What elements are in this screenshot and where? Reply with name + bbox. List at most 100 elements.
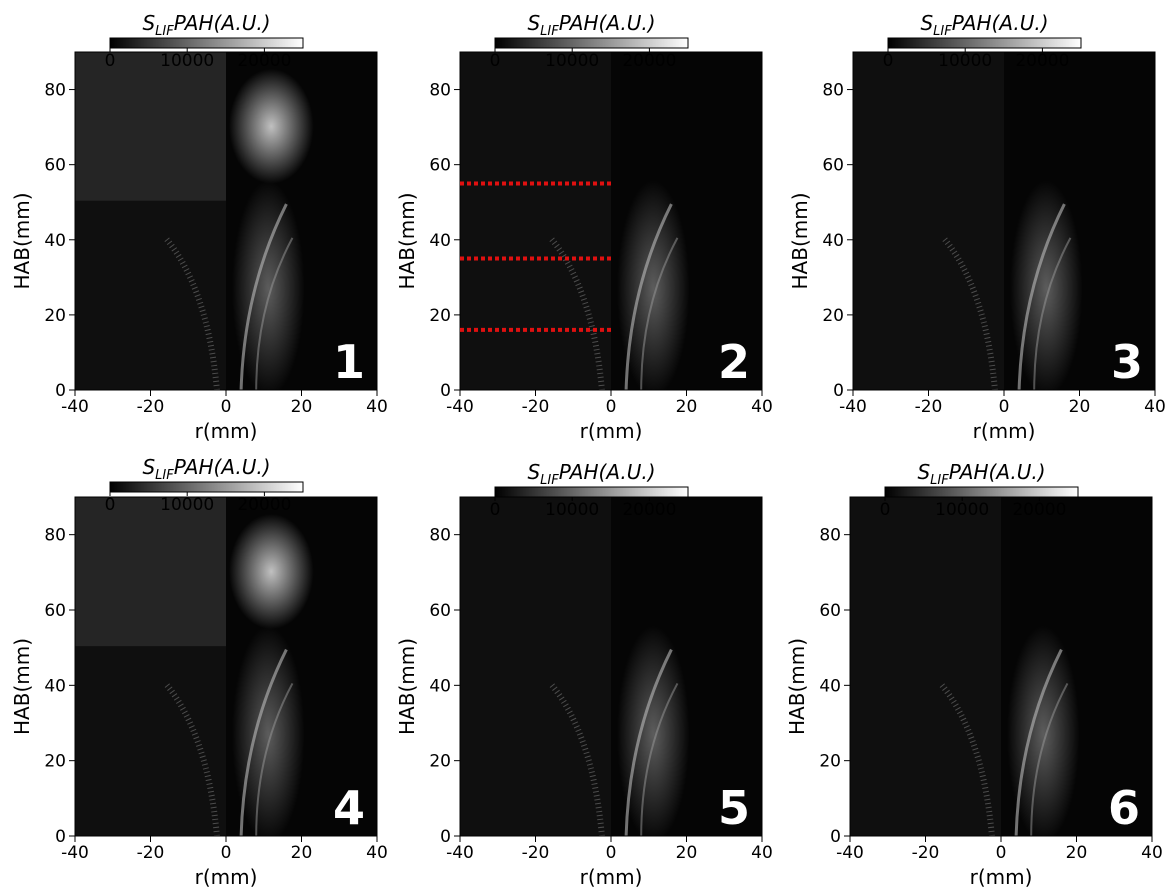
x-tick-label: -20: [522, 397, 550, 417]
upper-noise: [75, 52, 226, 201]
y-tick-label: 20: [44, 306, 66, 326]
x-axis-label: r(mm): [973, 419, 1036, 443]
y-tick-label: 0: [830, 827, 841, 847]
y-tick-label: 60: [429, 156, 451, 176]
colorbar-label-subscript: LIF: [540, 24, 559, 39]
colorbar-label-rest: PAH(A.U.): [559, 460, 656, 484]
x-tick-label: -20: [915, 397, 943, 417]
y-tick-label: 40: [429, 231, 451, 251]
y-axis-label: HAB(mm): [395, 638, 419, 735]
x-tick-label: 20: [1069, 397, 1091, 417]
colorbar-label-rest: PAH(A.U.): [174, 11, 271, 35]
x-axis-label: r(mm): [580, 865, 643, 889]
flame-sheet: [624, 203, 673, 391]
x-tick-label: 20: [291, 843, 313, 863]
y-tick-label: 0: [833, 381, 844, 401]
y-tick-label: 80: [819, 526, 841, 546]
y-tick-label: 0: [55, 827, 66, 847]
flame-glow: [232, 180, 305, 397]
flame-sheet: [1030, 682, 1069, 837]
x-tick-label: -40: [839, 397, 867, 417]
colorbar-label-symbol: S: [142, 11, 155, 35]
flame-sheet: [255, 682, 294, 837]
colorbar-label-subscript: LIF: [933, 24, 952, 39]
flame-glow: [617, 180, 690, 397]
flame-sheet: [1033, 237, 1072, 391]
colorbar: [884, 486, 1079, 498]
y-tick-label: 60: [819, 601, 841, 621]
flame-sheet: [624, 648, 673, 837]
image-left-noise: [853, 52, 1004, 390]
panel: -40 -20 0 20 40 0 20 40 60 80 r(mm) HAB(mm) 3 SLIFPAH…: [788, 11, 1166, 443]
colorbar: [887, 37, 1082, 49]
flame-sheet: [255, 237, 294, 391]
colorbar-tick-label: 20000: [237, 51, 291, 71]
colorbar-label-subscript: LIF: [930, 473, 949, 488]
y-tick-label: 20: [429, 752, 451, 772]
colorbar-label-rest: PAH(A.U.): [952, 11, 1049, 35]
x-tick-label: -20: [137, 397, 165, 417]
colorbar-label: SLIFPAH(A.U.): [527, 11, 655, 39]
flame-sheet: [1014, 648, 1063, 837]
panel-label: 4: [333, 781, 365, 835]
colorbar-label-subscript: LIF: [155, 24, 174, 39]
panel-label: 3: [1111, 335, 1143, 389]
panel: -40 -20 0 20 40 0 20 40 60 80 r(mm) HAB(mm) 1 SLIFPAH…: [10, 11, 388, 443]
upper-glow: [229, 68, 314, 184]
flame-sheet: [239, 648, 288, 837]
colorbar-label: SLIFPAH(A.U.): [917, 460, 1045, 488]
flame-sheet: [640, 682, 679, 837]
colorbar-label-symbol: S: [142, 455, 155, 479]
colorbar-tick-label: 20000: [1012, 500, 1066, 520]
x-axis-label: r(mm): [195, 419, 258, 443]
colorbar-label-subscript: LIF: [540, 473, 559, 488]
y-tick-label: 40: [819, 676, 841, 696]
panel: -40 -20 0 20 40 0 20 40 60 80 r(mm) HAB(mm) 6 SLIFPAH…: [785, 460, 1163, 889]
x-tick-label: 20: [676, 843, 698, 863]
y-tick-label: 0: [440, 381, 451, 401]
x-tick-label: 0: [221, 397, 232, 417]
y-tick-label: 60: [44, 156, 66, 176]
y-axis-label: HAB(mm): [395, 192, 419, 289]
y-axis-label: HAB(mm): [10, 192, 34, 289]
panel-label: 1: [333, 335, 365, 389]
colorbar-tick-label: 0: [883, 51, 894, 71]
x-axis-label: r(mm): [970, 865, 1033, 889]
x-tick-label: 40: [751, 843, 773, 863]
colorbar-tick-label: 10000: [938, 51, 992, 71]
x-tick-label: -20: [912, 843, 940, 863]
x-tick-label: 0: [606, 397, 617, 417]
colorbar-tick-label: 10000: [545, 500, 599, 520]
colorbar-label-rest: PAH(A.U.): [949, 460, 1046, 484]
y-tick-label: 20: [44, 752, 66, 772]
panel-label: 5: [718, 781, 750, 835]
x-tick-label: 20: [291, 397, 313, 417]
x-tick-label: -40: [61, 397, 89, 417]
y-tick-label: 20: [822, 306, 844, 326]
colorbar-tick-label: 20000: [1015, 51, 1069, 71]
x-tick-label: -40: [61, 843, 89, 863]
colorbar-tick-label: 10000: [545, 51, 599, 71]
flame-glow: [1007, 625, 1080, 843]
x-axis-label: r(mm): [195, 865, 258, 889]
x-tick-label: 40: [1144, 397, 1166, 417]
colorbar: [109, 481, 304, 493]
upper-noise: [75, 497, 226, 647]
y-axis-label: HAB(mm): [10, 638, 34, 735]
image-left-noise: [850, 497, 1001, 836]
y-tick-label: 60: [822, 156, 844, 176]
x-tick-label: 0: [999, 397, 1010, 417]
colorbar-tick-label: 0: [105, 51, 116, 71]
colorbar: [109, 37, 304, 49]
x-tick-label: 20: [676, 397, 698, 417]
panel-label: 2: [718, 335, 750, 389]
y-tick-label: 60: [44, 601, 66, 621]
colorbar-label-symbol: S: [917, 460, 930, 484]
colorbar: [494, 37, 689, 49]
flame-glow: [232, 625, 305, 843]
y-axis-label: HAB(mm): [785, 638, 809, 735]
colorbar-label-rest: PAH(A.U.): [559, 11, 656, 35]
x-tick-label: 0: [996, 843, 1007, 863]
y-tick-label: 0: [440, 827, 451, 847]
colorbar-tick-label: 0: [880, 500, 891, 520]
